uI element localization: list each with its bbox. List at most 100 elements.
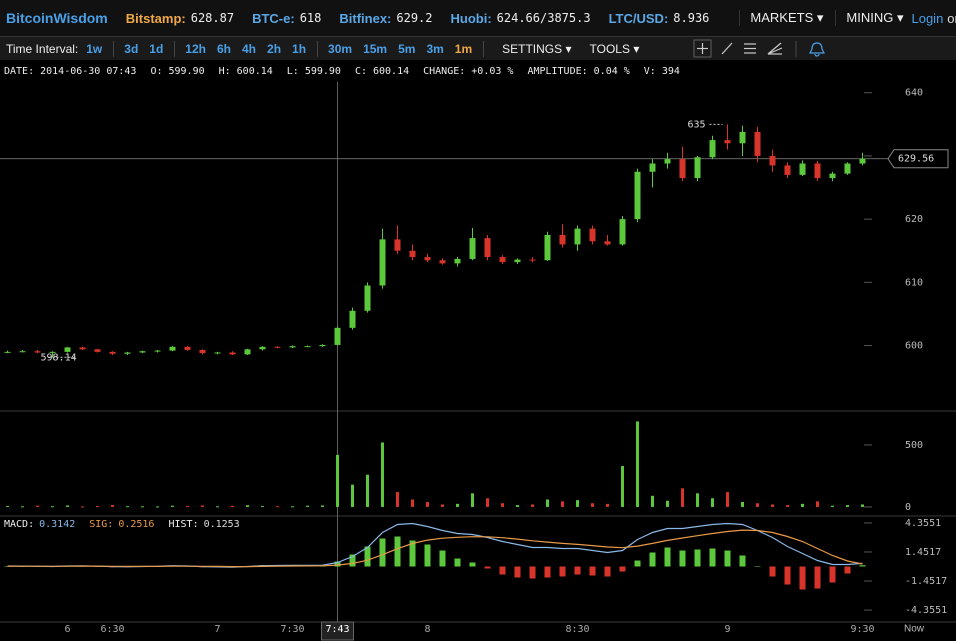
volume-bar <box>546 499 549 507</box>
candle-body <box>739 131 746 144</box>
volume-bar <box>756 503 759 507</box>
info-item: DATE: 2014-06-30 07:43 <box>4 66 136 77</box>
macd-legend: MACD: 0.3142 SIG: 0.2516 HIST: 0.1253 <box>4 519 240 530</box>
tool-icons <box>693 39 825 58</box>
line-tool[interactable] <box>721 42 733 55</box>
candle-body <box>244 349 251 355</box>
info-label: DATE: <box>4 66 35 77</box>
y-tick-label: 610 <box>905 277 923 288</box>
volume-bar <box>51 506 54 508</box>
fib-tool[interactable] <box>744 43 756 54</box>
interval-button[interactable]: 3m <box>426 41 444 56</box>
tools-menu[interactable]: TOOLS ▾ <box>589 41 640 56</box>
volume-bar <box>171 505 174 507</box>
volume-bar <box>6 505 9 507</box>
volume-bar <box>576 500 579 507</box>
volume-bar <box>381 442 384 507</box>
volume-bar <box>621 466 624 507</box>
volume-bar <box>216 506 219 508</box>
histogram-bar <box>754 566 761 567</box>
volume-bar <box>111 505 114 507</box>
volume-bar <box>666 500 669 507</box>
volume-bar <box>831 505 834 507</box>
toolbar: Time Interval: 1w 3d 1d 12h 6h 4h 2h 1h 30m 15m 5m 3… <box>0 37 956 60</box>
settings-menu[interactable]: SETTINGS ▾ <box>502 41 572 56</box>
candle-body <box>379 239 386 286</box>
interval-button[interactable]: 6h <box>216 41 231 56</box>
menu[interactable]: MINING ▾ <box>835 10 903 26</box>
candle-body <box>439 260 446 264</box>
interval-button[interactable]: 15m <box>363 41 388 56</box>
volume-bar <box>336 454 339 507</box>
info-value: 600.14 <box>373 66 410 77</box>
volume-bar <box>606 503 609 507</box>
y-tick-label: 0 <box>905 502 911 513</box>
interval-button[interactable]: 2h <box>267 41 282 56</box>
volume-bar <box>726 492 729 507</box>
histogram-bar <box>499 566 506 575</box>
brand[interactable]: BitcoinWisdom <box>6 10 108 26</box>
fan-tool[interactable] <box>767 42 783 55</box>
candle-body <box>634 171 641 220</box>
histogram-bar <box>814 566 821 589</box>
y-tick-label: 4.3551 <box>905 518 941 529</box>
candle-body <box>319 344 326 347</box>
ticker-name[interactable]: Bitstamp: <box>125 10 186 26</box>
ticker-name[interactable]: LTC/USD: <box>608 10 669 26</box>
volume-bar <box>351 484 354 507</box>
volume-bar <box>681 488 684 507</box>
menu[interactable]: MARKETS ▾ <box>739 10 823 26</box>
interval-button[interactable]: 1m <box>454 41 473 56</box>
interval-button[interactable]: 5m <box>398 41 416 56</box>
candle-body <box>544 234 551 261</box>
interval-button[interactable]: 30m <box>328 41 353 56</box>
candle-body <box>184 346 191 350</box>
info-value: 600.14 <box>236 66 273 77</box>
y-tick-label: 500 <box>905 440 923 451</box>
x-tick-label: 9 <box>724 624 730 635</box>
interval-button[interactable]: 4h <box>242 41 257 56</box>
cross-tool[interactable] <box>693 39 712 58</box>
ticker-name[interactable]: Bitfinex: <box>339 10 392 26</box>
x-tick-label: 7 <box>214 624 220 635</box>
ticker-name[interactable]: BTC-e: <box>252 10 295 26</box>
candle-body <box>94 349 101 352</box>
volume-bar <box>771 504 774 507</box>
volume-bar <box>261 505 264 507</box>
y-tick-label: 640 <box>905 88 923 99</box>
legend-value: 0.1253 <box>203 519 240 530</box>
histogram-bar <box>829 566 836 583</box>
ticker-name[interactable]: Huobi: <box>450 10 492 26</box>
info-label: O: <box>150 66 163 77</box>
histogram-bar <box>859 565 866 567</box>
ticker-price: 629.2 <box>396 11 433 25</box>
interval-button[interactable]: 1w <box>86 41 103 56</box>
interval-button[interactable]: 3d <box>124 41 139 56</box>
candle-body <box>19 351 26 353</box>
candle-body <box>49 351 56 353</box>
info-label: AMPLITUDE: <box>527 66 588 77</box>
y-tick-label: 600 <box>905 341 923 352</box>
histogram-bar <box>439 550 446 567</box>
info-item: AMPLITUDE: 0.04 % <box>527 66 629 77</box>
candle-body <box>469 238 476 259</box>
volume-bar <box>786 505 789 507</box>
interval-button[interactable]: 1d <box>149 41 164 56</box>
candle-body <box>514 259 521 263</box>
login-link[interactable]: Login <box>911 10 944 26</box>
separator <box>483 40 485 57</box>
interval-button[interactable]: 1h <box>292 41 307 56</box>
legend-value: 0.3142 <box>39 519 76 530</box>
volume-bar <box>426 501 429 507</box>
histogram-bar <box>544 566 551 578</box>
volume-bar <box>741 501 744 507</box>
interval-button[interactable]: 12h <box>185 41 206 56</box>
candle-body <box>484 238 491 258</box>
candle-body <box>289 346 296 348</box>
candle-body <box>529 259 536 261</box>
crosshair-label-box <box>321 621 354 641</box>
candle-body <box>4 351 11 353</box>
info-value: 0.04 % <box>593 66 630 77</box>
alert-tool[interactable] <box>809 42 825 57</box>
volume-bar <box>81 506 84 508</box>
